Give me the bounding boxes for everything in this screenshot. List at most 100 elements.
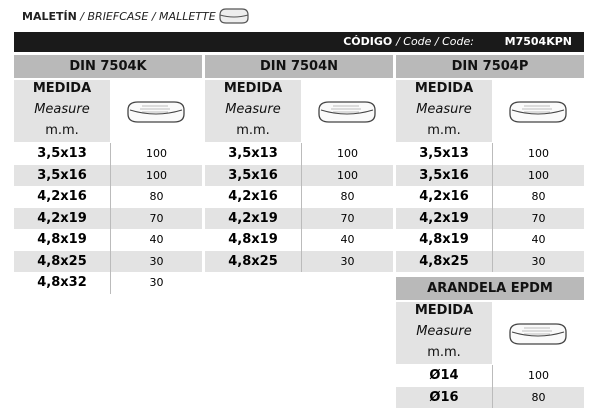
measure-en: Measure <box>34 102 90 117</box>
quantity: 100 <box>492 164 584 186</box>
measure-es: MEDIDA <box>414 303 474 318</box>
size-label: 4,8x19 <box>228 232 278 248</box>
table-row: 4,8x19 40 <box>14 229 202 251</box>
size-label: 4,2x16 <box>37 189 87 205</box>
measure-header-bg <box>14 80 110 142</box>
tray-icon <box>506 320 570 348</box>
tray-icon <box>315 98 379 126</box>
quantity: 70 <box>301 207 393 229</box>
size-label: 4,2x19 <box>37 210 87 226</box>
quantity: 100 <box>492 143 584 165</box>
table-row: 4,8x25 30 <box>205 250 393 272</box>
table-row: 4,8x25 30 <box>14 250 202 272</box>
header-title-bold: MALETÍN <box>22 10 77 23</box>
table-row: 4,8x19 40 <box>205 229 393 251</box>
quantity: 100 <box>301 143 393 165</box>
quantity: 30 <box>110 272 202 294</box>
measure-unit: m.m. <box>427 123 461 138</box>
quantity: 100 <box>492 365 584 387</box>
table-title: DIN 7504K <box>14 55 202 78</box>
tray-svg <box>509 323 567 345</box>
header-title-rest: / BRIEFCASE / MALLETTE <box>80 10 216 23</box>
table-title: DIN 7504P <box>396 55 584 78</box>
size-label: 4,2x16 <box>419 189 469 205</box>
size-label: 4,8x32 <box>37 275 87 291</box>
table-row: 4,8x19 40 <box>396 229 584 251</box>
size-label: 3,5x16 <box>37 167 87 183</box>
size-label: 3,5x13 <box>228 146 278 162</box>
quantity: 100 <box>110 143 202 165</box>
tray-svg <box>127 101 185 123</box>
size-label: 4,8x19 <box>37 232 87 248</box>
quantity: 100 <box>301 164 393 186</box>
table-row: 4,2x19 70 <box>205 207 393 229</box>
table-row: 3,5x16 100 <box>396 164 584 186</box>
quantity: 30 <box>110 250 202 272</box>
measure-en: Measure <box>416 324 472 339</box>
table-row: 3,5x16 100 <box>14 164 202 186</box>
measure-unit: m.m. <box>236 123 270 138</box>
quantity: 30 <box>301 250 393 272</box>
size-label: 4,8x25 <box>37 253 87 269</box>
code-value: M7504KPN <box>504 35 572 48</box>
table-row: 4,2x16 80 <box>396 186 584 208</box>
table-row: 4,2x19 70 <box>14 207 202 229</box>
table-row: 3,5x13 100 <box>205 143 393 165</box>
measure-header-bg <box>205 80 301 142</box>
measure-es: MEDIDA <box>414 81 474 96</box>
table-row: 4,2x16 80 <box>14 186 202 208</box>
table-row: 3,5x13 100 <box>14 143 202 165</box>
quantity: 80 <box>301 186 393 208</box>
code-label: CÓDIGO / Code / Code: <box>343 35 474 48</box>
page-header: MALETÍN / BRIEFCASE / MALLETTE <box>22 10 216 23</box>
measure-header-bg <box>396 302 492 364</box>
size-label: Ø16 <box>429 389 459 405</box>
tray-svg <box>509 101 567 123</box>
table-row: 3,5x16 100 <box>205 164 393 186</box>
table-row: 4,8x32 30 <box>14 272 202 294</box>
table-row: 4,2x19 70 <box>396 207 584 229</box>
table-row: Ø16 80 <box>396 386 584 408</box>
quantity: 70 <box>110 207 202 229</box>
measure-en: Measure <box>225 102 281 117</box>
size-label: 3,5x16 <box>228 167 278 183</box>
measure-es: MEDIDA <box>223 81 283 96</box>
size-label: 4,2x19 <box>228 210 278 226</box>
size-label: 3,5x13 <box>37 146 87 162</box>
measure-es: MEDIDA <box>32 81 92 96</box>
code-label-rest: / Code / Code: <box>396 35 474 48</box>
size-label: 4,2x16 <box>228 189 278 205</box>
measure-unit: m.m. <box>427 345 461 360</box>
quantity: 40 <box>301 229 393 251</box>
table-title: ARANDELA EPDM <box>396 277 584 300</box>
tray-svg <box>318 101 376 123</box>
measure-unit: m.m. <box>45 123 79 138</box>
table-row: 4,8x25 30 <box>396 250 584 272</box>
table-row: 4,2x16 80 <box>205 186 393 208</box>
size-label: Ø14 <box>429 368 459 384</box>
code-bar: CÓDIGO / Code / Code: M7504KPN <box>14 32 584 52</box>
table-title: DIN 7504N <box>205 55 393 78</box>
tray-icon <box>506 98 570 126</box>
table-row: Ø14 100 <box>396 365 584 387</box>
quantity: 80 <box>110 186 202 208</box>
quantity: 30 <box>492 250 584 272</box>
case-icon <box>219 8 249 24</box>
measure-header-bg <box>396 80 492 142</box>
quantity: 70 <box>492 207 584 229</box>
quantity: 80 <box>492 186 584 208</box>
tray-icon <box>124 98 188 126</box>
quantity: 40 <box>110 229 202 251</box>
size-label: 3,5x16 <box>419 167 469 183</box>
size-label: 3,5x13 <box>419 146 469 162</box>
size-label: 4,8x25 <box>228 253 278 269</box>
quantity: 40 <box>492 229 584 251</box>
measure-en: Measure <box>416 102 472 117</box>
quantity: 100 <box>110 164 202 186</box>
size-label: 4,8x25 <box>419 253 469 269</box>
size-label: 4,8x19 <box>419 232 469 248</box>
table-row: 3,5x13 100 <box>396 143 584 165</box>
quantity: 80 <box>492 386 584 408</box>
code-label-bold: CÓDIGO <box>343 35 393 48</box>
